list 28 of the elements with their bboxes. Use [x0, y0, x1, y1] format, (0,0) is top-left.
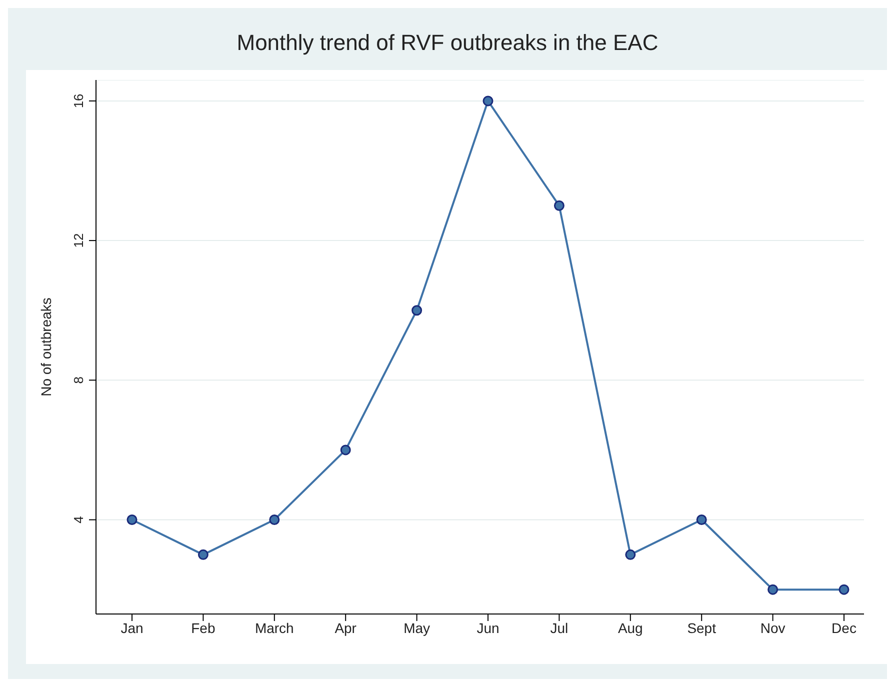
- chart-title: Monthly trend of RVF outbreaks in the EAC: [236, 30, 660, 56]
- x-tick-label: Jan: [120, 620, 144, 636]
- x-tick-label: Nov: [760, 620, 786, 636]
- point: [696, 514, 707, 526]
- x-tick-label: March: [254, 620, 294, 636]
- y-tick-label: 16: [71, 94, 86, 108]
- x-tick-label: Feb: [191, 620, 216, 636]
- point: [838, 584, 850, 595]
- point: [340, 444, 351, 456]
- x-tick-label: Dec: [832, 620, 856, 636]
- point: [554, 200, 564, 211]
- point: [269, 514, 280, 526]
- point: [625, 549, 636, 560]
- y-axis-title: No of outbreaks: [38, 298, 54, 396]
- y-tick-label: 12: [71, 233, 86, 248]
- y-tick-label: 4: [71, 516, 86, 524]
- y-tick-label: 8: [71, 376, 86, 384]
- point: [768, 584, 778, 595]
- point: [482, 96, 494, 106]
- x-tick-label: Jul: [550, 620, 568, 636]
- point: [126, 514, 138, 526]
- point: [198, 549, 208, 560]
- x-tick-label: Jun: [476, 620, 500, 636]
- x-tick-label: Aug: [618, 620, 643, 636]
- x-tick-label: Apr: [334, 620, 357, 636]
- x-tick-label: Sept: [687, 620, 716, 636]
- x-tick-label: May: [404, 620, 430, 636]
- point: [412, 305, 422, 316]
